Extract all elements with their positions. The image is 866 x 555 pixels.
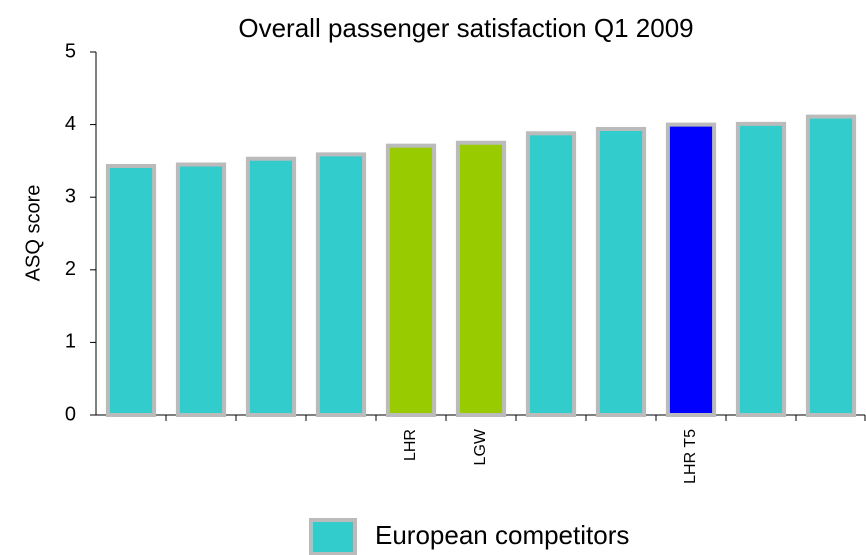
bar xyxy=(595,126,647,417)
legend-swatch xyxy=(309,518,357,555)
y-tick-label: 1 xyxy=(65,331,76,353)
y-tick-label: 3 xyxy=(65,185,76,207)
bar xyxy=(525,131,577,417)
bar xyxy=(105,163,157,417)
x-tick-label: LHR T5 xyxy=(682,429,699,484)
bar xyxy=(805,114,857,417)
bar xyxy=(665,122,717,417)
y-axis-label: ASQ score xyxy=(22,185,44,282)
y-tick-label: 5 xyxy=(65,40,76,62)
x-tick-label: LGW xyxy=(472,428,489,465)
legend-label: European competitors xyxy=(375,520,629,550)
bar xyxy=(315,152,367,417)
bar xyxy=(175,162,227,417)
bar xyxy=(735,121,787,418)
y-tick-label: 4 xyxy=(65,113,76,135)
chart-title: Overall passenger satisfaction Q1 2009 xyxy=(238,13,693,43)
bar xyxy=(385,143,437,418)
x-tick-label: LHR xyxy=(402,429,419,461)
bar xyxy=(455,140,507,417)
y-tick-label: 2 xyxy=(65,258,76,280)
y-tick-label: 0 xyxy=(65,403,76,425)
bar xyxy=(245,156,297,418)
